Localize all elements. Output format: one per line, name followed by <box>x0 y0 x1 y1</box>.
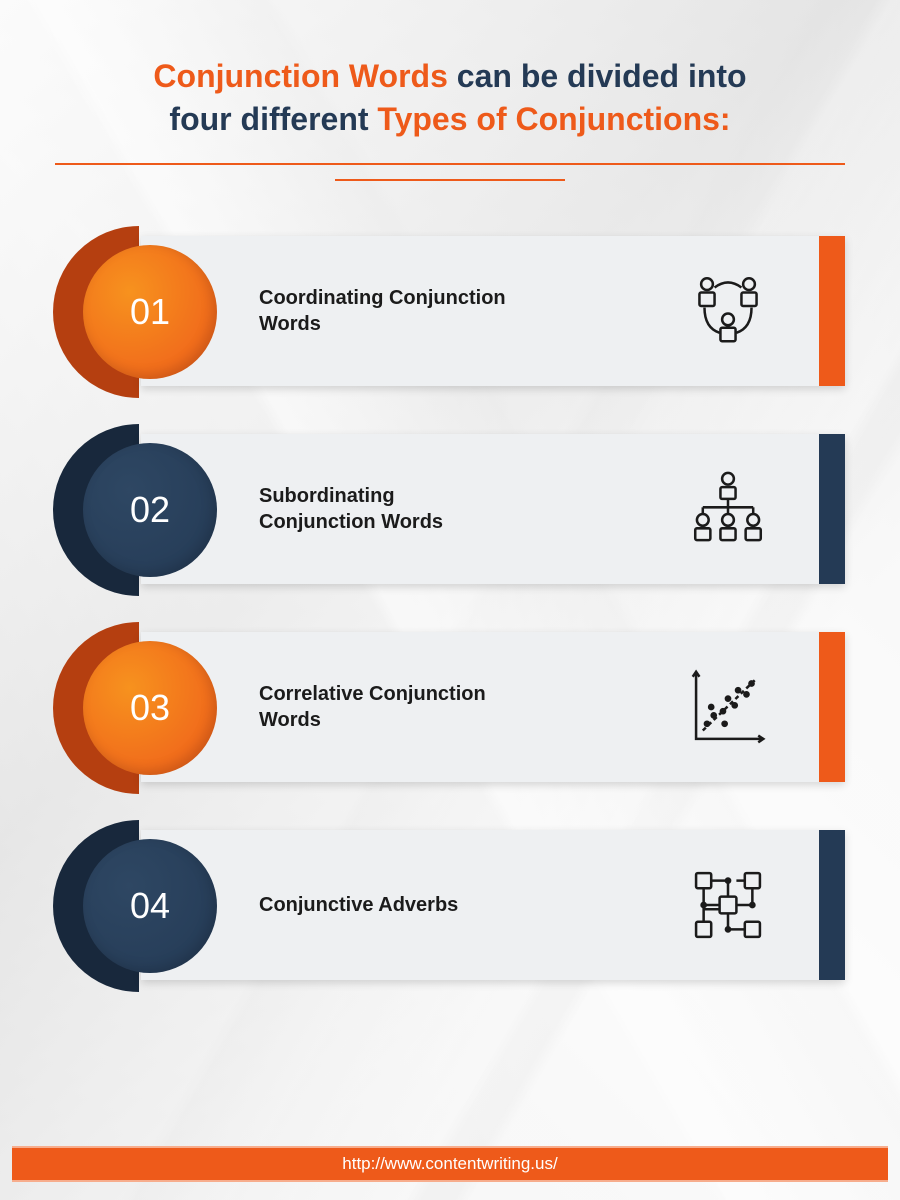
item-label: Subordinating Conjunction Words <box>259 483 509 535</box>
conjunction-list: 01 Coordinating Conjunction Words <box>55 236 845 980</box>
title-part-3: four different <box>169 101 377 137</box>
title-part-2: can be divided into <box>448 58 747 94</box>
list-item: 01 Coordinating Conjunction Words <box>83 236 845 386</box>
accent-stripe <box>819 236 845 386</box>
item-label: Correlative Conjunction Words <box>259 681 509 733</box>
list-item: 04 Conjunctive Adverbs <box>83 830 845 980</box>
footer-url: http://www.contentwriting.us/ <box>342 1154 557 1174</box>
title-part-4: Types of Conjunctions: <box>377 101 730 137</box>
number-badge: 01 <box>83 245 217 379</box>
page-title: Conjunction Words can be divided into fo… <box>55 55 845 141</box>
people-cycle-icon <box>683 266 773 356</box>
item-label: Coordinating Conjunction Words <box>259 285 509 337</box>
list-item: 02 Subordinating Conjunction Words <box>83 434 845 584</box>
accent-stripe <box>819 434 845 584</box>
network-nodes-icon <box>683 860 773 950</box>
divider-long <box>55 163 845 165</box>
item-label: Conjunctive Adverbs <box>259 892 458 918</box>
item-bar: Coordinating Conjunction Words <box>141 236 845 386</box>
hierarchy-icon <box>683 464 773 554</box>
footer-bar: http://www.contentwriting.us/ <box>12 1146 888 1182</box>
item-bar: Conjunctive Adverbs <box>141 830 845 980</box>
accent-stripe <box>819 632 845 782</box>
number-badge: 04 <box>83 839 217 973</box>
item-number: 04 <box>130 885 170 927</box>
list-item: 03 Correlative Conjunction Words <box>83 632 845 782</box>
item-bar: Correlative Conjunction Words <box>141 632 845 782</box>
scatter-plot-icon <box>683 662 773 752</box>
number-badge: 02 <box>83 443 217 577</box>
page: Conjunction Words can be divided into fo… <box>0 0 900 1200</box>
number-badge: 03 <box>83 641 217 775</box>
item-number: 02 <box>130 489 170 531</box>
item-number: 01 <box>130 291 170 333</box>
divider-short <box>335 179 565 181</box>
accent-stripe <box>819 830 845 980</box>
item-number: 03 <box>130 687 170 729</box>
title-part-1: Conjunction Words <box>153 58 447 94</box>
item-bar: Subordinating Conjunction Words <box>141 434 845 584</box>
